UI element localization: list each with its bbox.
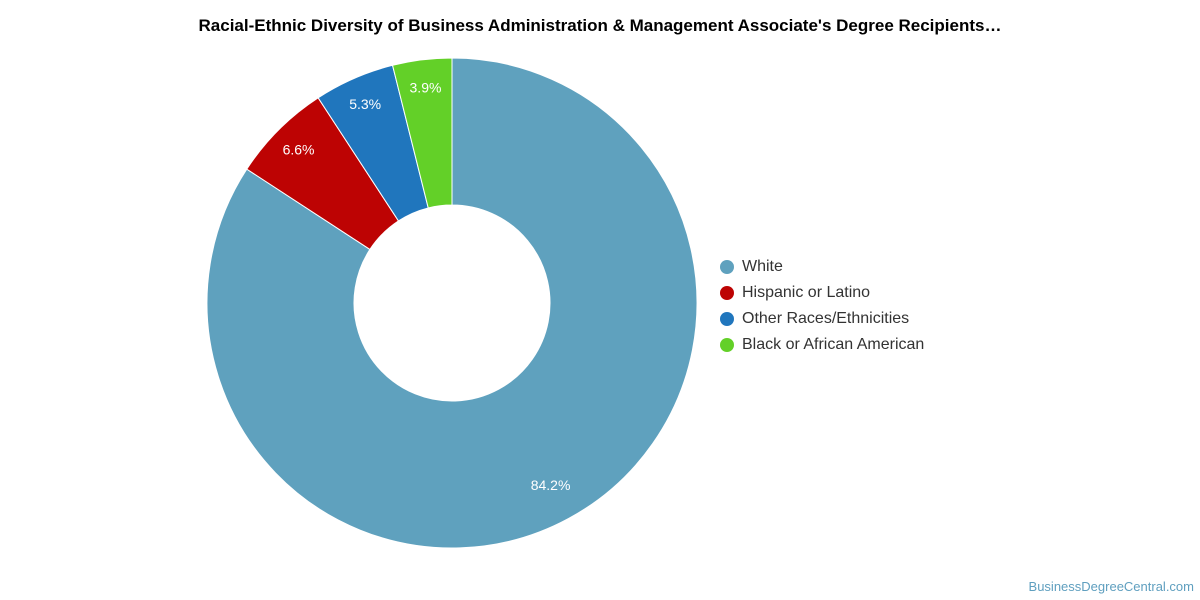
legend-swatch-other-races <box>720 312 734 326</box>
legend-swatch-white <box>720 260 734 274</box>
legend-label-other-races: Other Races/Ethnicities <box>742 310 910 327</box>
legend-label-hispanic-or-latino: Hispanic or Latino <box>742 284 871 301</box>
legend-label-white: White <box>742 258 783 275</box>
legend-item-black-or-african-american[interactable]: Black or African American <box>720 332 924 358</box>
legend-item-hispanic-or-latino[interactable]: Hispanic or Latino <box>720 280 924 306</box>
slice-label-white: 84.2% <box>531 477 571 493</box>
watermark[interactable]: BusinessDegreeCentral.com <box>1028 579 1194 594</box>
slice-label-other-races-ethnicities: 5.3% <box>349 96 381 112</box>
slice-white[interactable] <box>206 57 698 549</box>
legend-item-other-races[interactable]: Other Races/Ethnicities <box>720 306 924 332</box>
legend-label-black-or-african-american: Black or African American <box>742 336 925 353</box>
slice-label-hispanic-or-latino: 6.6% <box>283 142 315 158</box>
legend-swatch-black-or-african-american <box>720 338 734 352</box>
legend: White Hispanic or Latino Other Races/Eth… <box>720 254 924 358</box>
chart-title: Racial-Ethnic Diversity of Business Admi… <box>198 16 1002 35</box>
legend-swatch-hispanic-or-latino <box>720 286 734 300</box>
slice-label-black-or-african-american: 3.9% <box>410 80 442 96</box>
slice-black-or-african-american[interactable] <box>391 57 453 209</box>
legend-item-white[interactable]: White <box>720 254 924 280</box>
